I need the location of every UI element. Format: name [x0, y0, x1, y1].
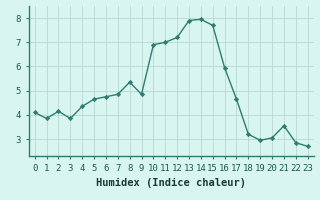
X-axis label: Humidex (Indice chaleur): Humidex (Indice chaleur): [96, 178, 246, 188]
